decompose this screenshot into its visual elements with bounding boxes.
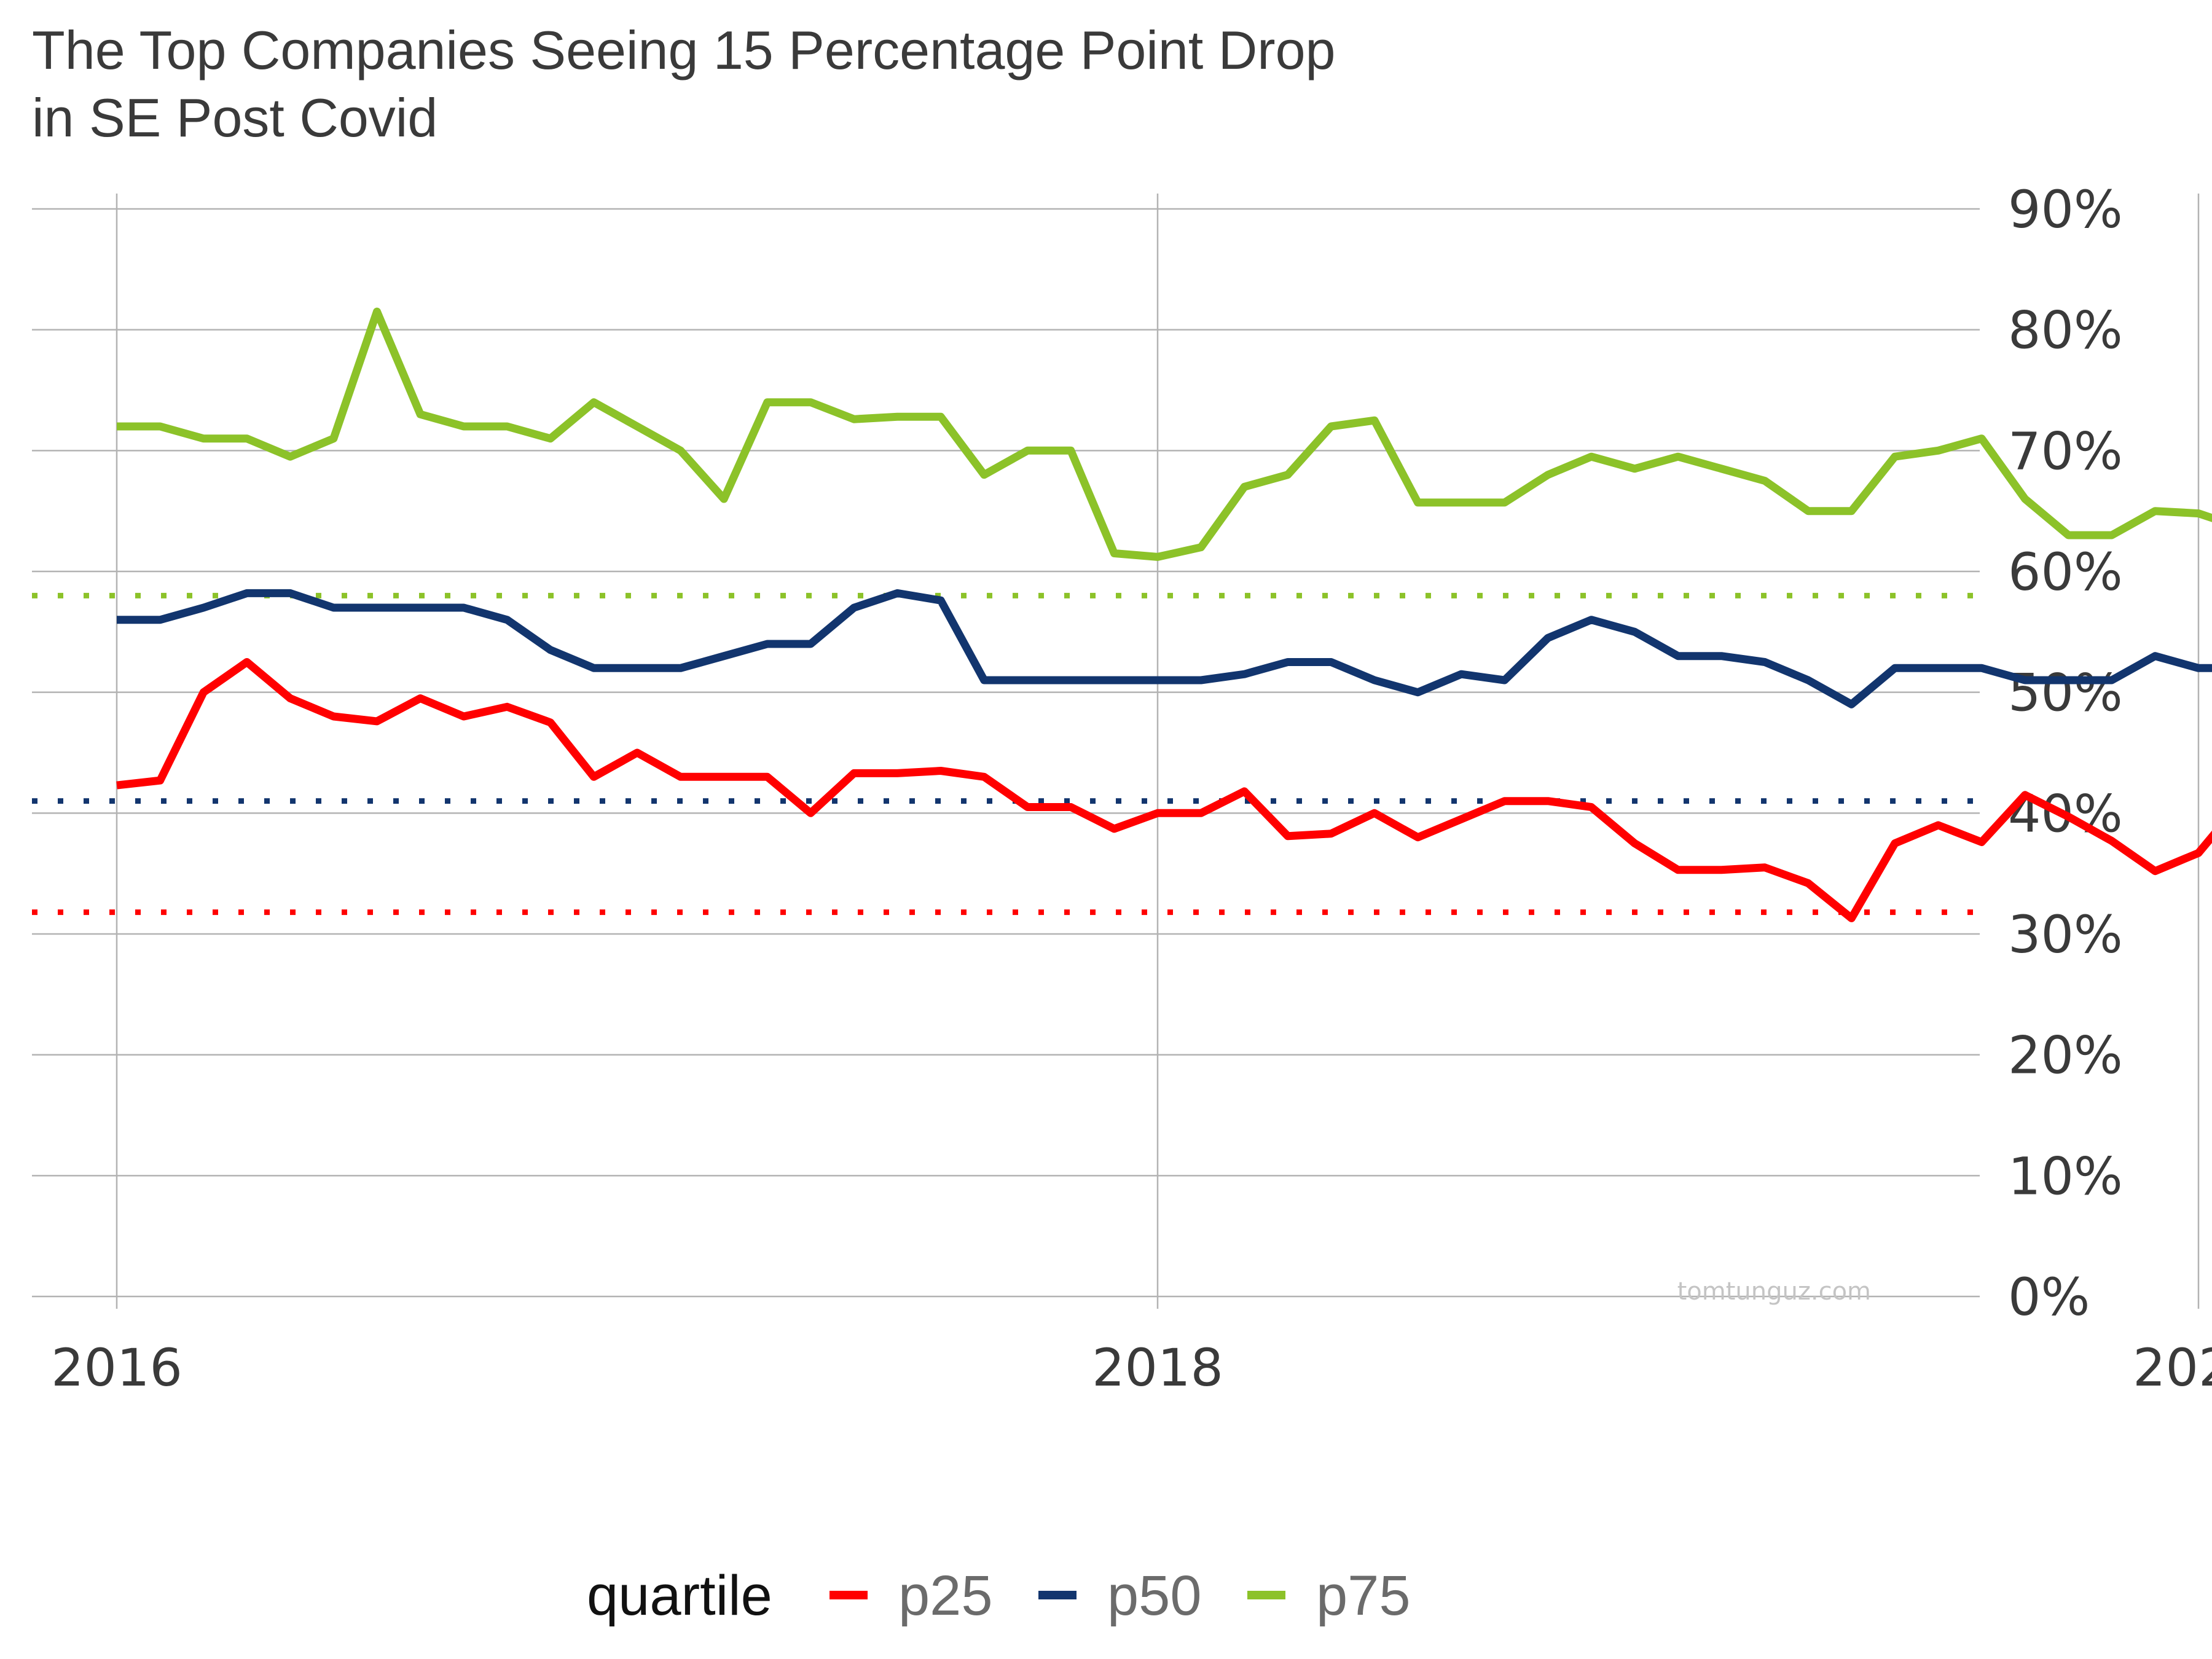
legend-label-p75: p75	[1316, 1564, 1411, 1627]
legend-label-p25: p25	[898, 1564, 993, 1627]
legend-label-p50: p50	[1107, 1564, 1202, 1627]
series-line-p25	[116, 658, 2212, 922]
y-tick-label: 60%	[2008, 542, 2123, 602]
watermark-text: tomtunguz.com	[1677, 1277, 1871, 1306]
chart-title-line-2: in SE Post Covid	[32, 87, 437, 148]
x-tick-label: 2020	[2133, 1338, 2212, 1398]
legend-title: quartile	[587, 1564, 772, 1627]
y-tick-label: 30%	[2008, 904, 2123, 965]
plot-area: 0%10%20%30%40%50%60%70%80%90%20162018202…	[32, 179, 2212, 1398]
y-tick-label: 70%	[2008, 421, 2123, 481]
x-tick-label: 2018	[1092, 1338, 1223, 1398]
legend: quartile p25 p50 p75	[587, 1564, 1411, 1627]
chart-title-line-1: The Top Companies Seeing 15 Percentage P…	[32, 20, 1336, 80]
x-tick-label: 2016	[51, 1338, 182, 1398]
y-tick-label: 80%	[2008, 300, 2123, 361]
y-tick-label: 0%	[2008, 1267, 2090, 1327]
y-tick-label: 50%	[2008, 663, 2123, 723]
series-line-p50	[117, 589, 2212, 708]
chart-title: The Top Companies Seeing 15 Percentage P…	[32, 20, 1336, 148]
y-tick-label: 90%	[2008, 179, 2123, 240]
y-tick-label: 10%	[2008, 1146, 2123, 1206]
y-tick-label: 20%	[2008, 1026, 2123, 1086]
series-line-p75	[117, 307, 2212, 561]
